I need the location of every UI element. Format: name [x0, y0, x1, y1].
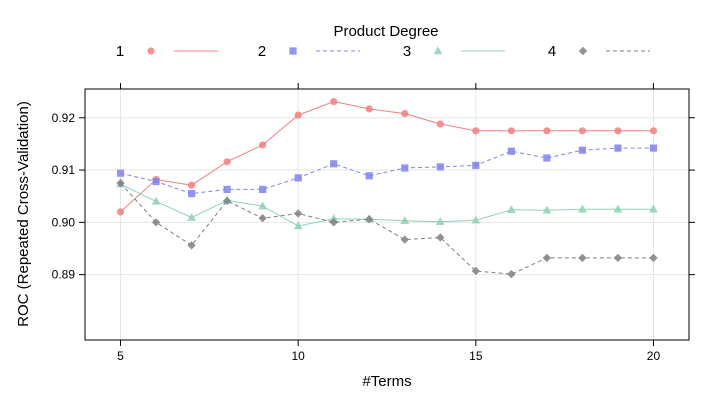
y-tick-label: 0.89: [52, 268, 76, 282]
data-point: [401, 109, 409, 118]
series-layer: [116, 97, 658, 279]
y-tick-label: 0.92: [52, 111, 76, 125]
series-line: [120, 100, 654, 213]
data-point: [543, 154, 551, 162]
data-point: [259, 185, 267, 193]
data-point: [400, 235, 409, 244]
series-line: [120, 182, 654, 275]
data-point: [435, 217, 445, 226]
data-point: [578, 146, 587, 154]
data-point: [471, 215, 481, 224]
legend-marker: [433, 46, 443, 55]
x-tick-label: 10: [291, 349, 305, 363]
data-point: [649, 127, 658, 135]
data-point: [293, 221, 303, 230]
legend-label: 3: [403, 43, 411, 60]
plot-area: 5 10 15 20 0.89 0.90 0.91 0.92: [52, 83, 695, 363]
data-point: [614, 127, 622, 135]
data-point: [365, 172, 373, 180]
legend-label: 4: [548, 43, 556, 60]
data-point: [543, 127, 551, 135]
x-tick-label: 20: [647, 349, 661, 363]
x-tick-label: 5: [117, 349, 124, 363]
data-point: [116, 169, 125, 177]
data-point: [400, 215, 410, 224]
data-point: [329, 218, 338, 227]
data-point: [578, 253, 587, 263]
data-point: [613, 253, 623, 263]
data-point: [471, 266, 481, 276]
grid: [85, 89, 689, 340]
y-axis-label: ROC (Repeated Cross-Validation): [15, 101, 32, 327]
data-point: [578, 127, 587, 135]
data-point: [542, 205, 552, 214]
legend-marker: [289, 47, 297, 55]
data-point: [151, 196, 161, 205]
data-point: [472, 127, 480, 135]
data-point: [258, 201, 268, 210]
legend-marker: [147, 47, 155, 55]
data-point: [578, 204, 587, 213]
series-line: [120, 183, 654, 227]
data-point: [187, 212, 196, 221]
data-point: [542, 253, 552, 263]
legend-item-4: 4: [548, 43, 650, 60]
legend-item-3: 3: [403, 43, 505, 60]
data-point: [614, 144, 622, 152]
y-tick-label: 0.90: [52, 215, 76, 229]
data-point: [330, 97, 338, 106]
data-point: [258, 213, 267, 223]
plot-border: [84, 88, 690, 341]
legend-label: 1: [116, 43, 124, 60]
data-point: [649, 253, 658, 263]
data-point: [187, 181, 196, 189]
legend-title: Product Degree: [333, 23, 438, 40]
data-point: [223, 158, 231, 166]
data-point: [329, 213, 339, 222]
data-point: [436, 120, 444, 128]
data-point: [187, 189, 196, 198]
data-point: [294, 174, 302, 182]
data-point: [330, 160, 338, 168]
legend-marker: [578, 46, 588, 56]
data-point: [116, 208, 125, 216]
y-tick-label: 0.91: [52, 163, 76, 177]
data-point: [401, 164, 409, 172]
data-point: [507, 127, 515, 135]
data-point: [152, 177, 160, 186]
data-point: [649, 144, 658, 152]
data-point: [222, 196, 232, 206]
legend-label: 2: [258, 43, 266, 60]
legend-item-1: 1: [116, 43, 218, 60]
data-point: [436, 233, 445, 242]
data-point: [613, 204, 623, 213]
data-point: [116, 178, 125, 188]
legend: Product Degree 1 2 3 4: [116, 23, 650, 60]
series-line: [120, 147, 654, 195]
x-tick-label: 15: [469, 349, 483, 363]
data-point: [293, 209, 303, 218]
data-point: [259, 141, 267, 149]
series-4: [116, 178, 658, 279]
data-point: [472, 161, 480, 169]
data-point: [506, 204, 516, 213]
axis-ticks: 5 10 15 20 0.89 0.90 0.91 0.92: [52, 83, 695, 363]
legend-items: 1 2 3 4: [116, 43, 650, 60]
data-point: [507, 147, 515, 155]
data-point: [649, 204, 658, 213]
data-point: [223, 185, 231, 193]
series-3: [116, 179, 658, 230]
legend-item-2: 2: [258, 43, 360, 60]
data-point: [151, 218, 161, 227]
data-point: [187, 241, 196, 250]
data-point: [365, 215, 374, 224]
x-axis-label: #Terms: [362, 373, 411, 390]
series-2: [116, 144, 658, 198]
data-point: [294, 111, 302, 119]
data-point: [507, 269, 516, 279]
data-point: [436, 163, 444, 171]
series-1: [116, 97, 658, 216]
data-point: [365, 105, 373, 113]
